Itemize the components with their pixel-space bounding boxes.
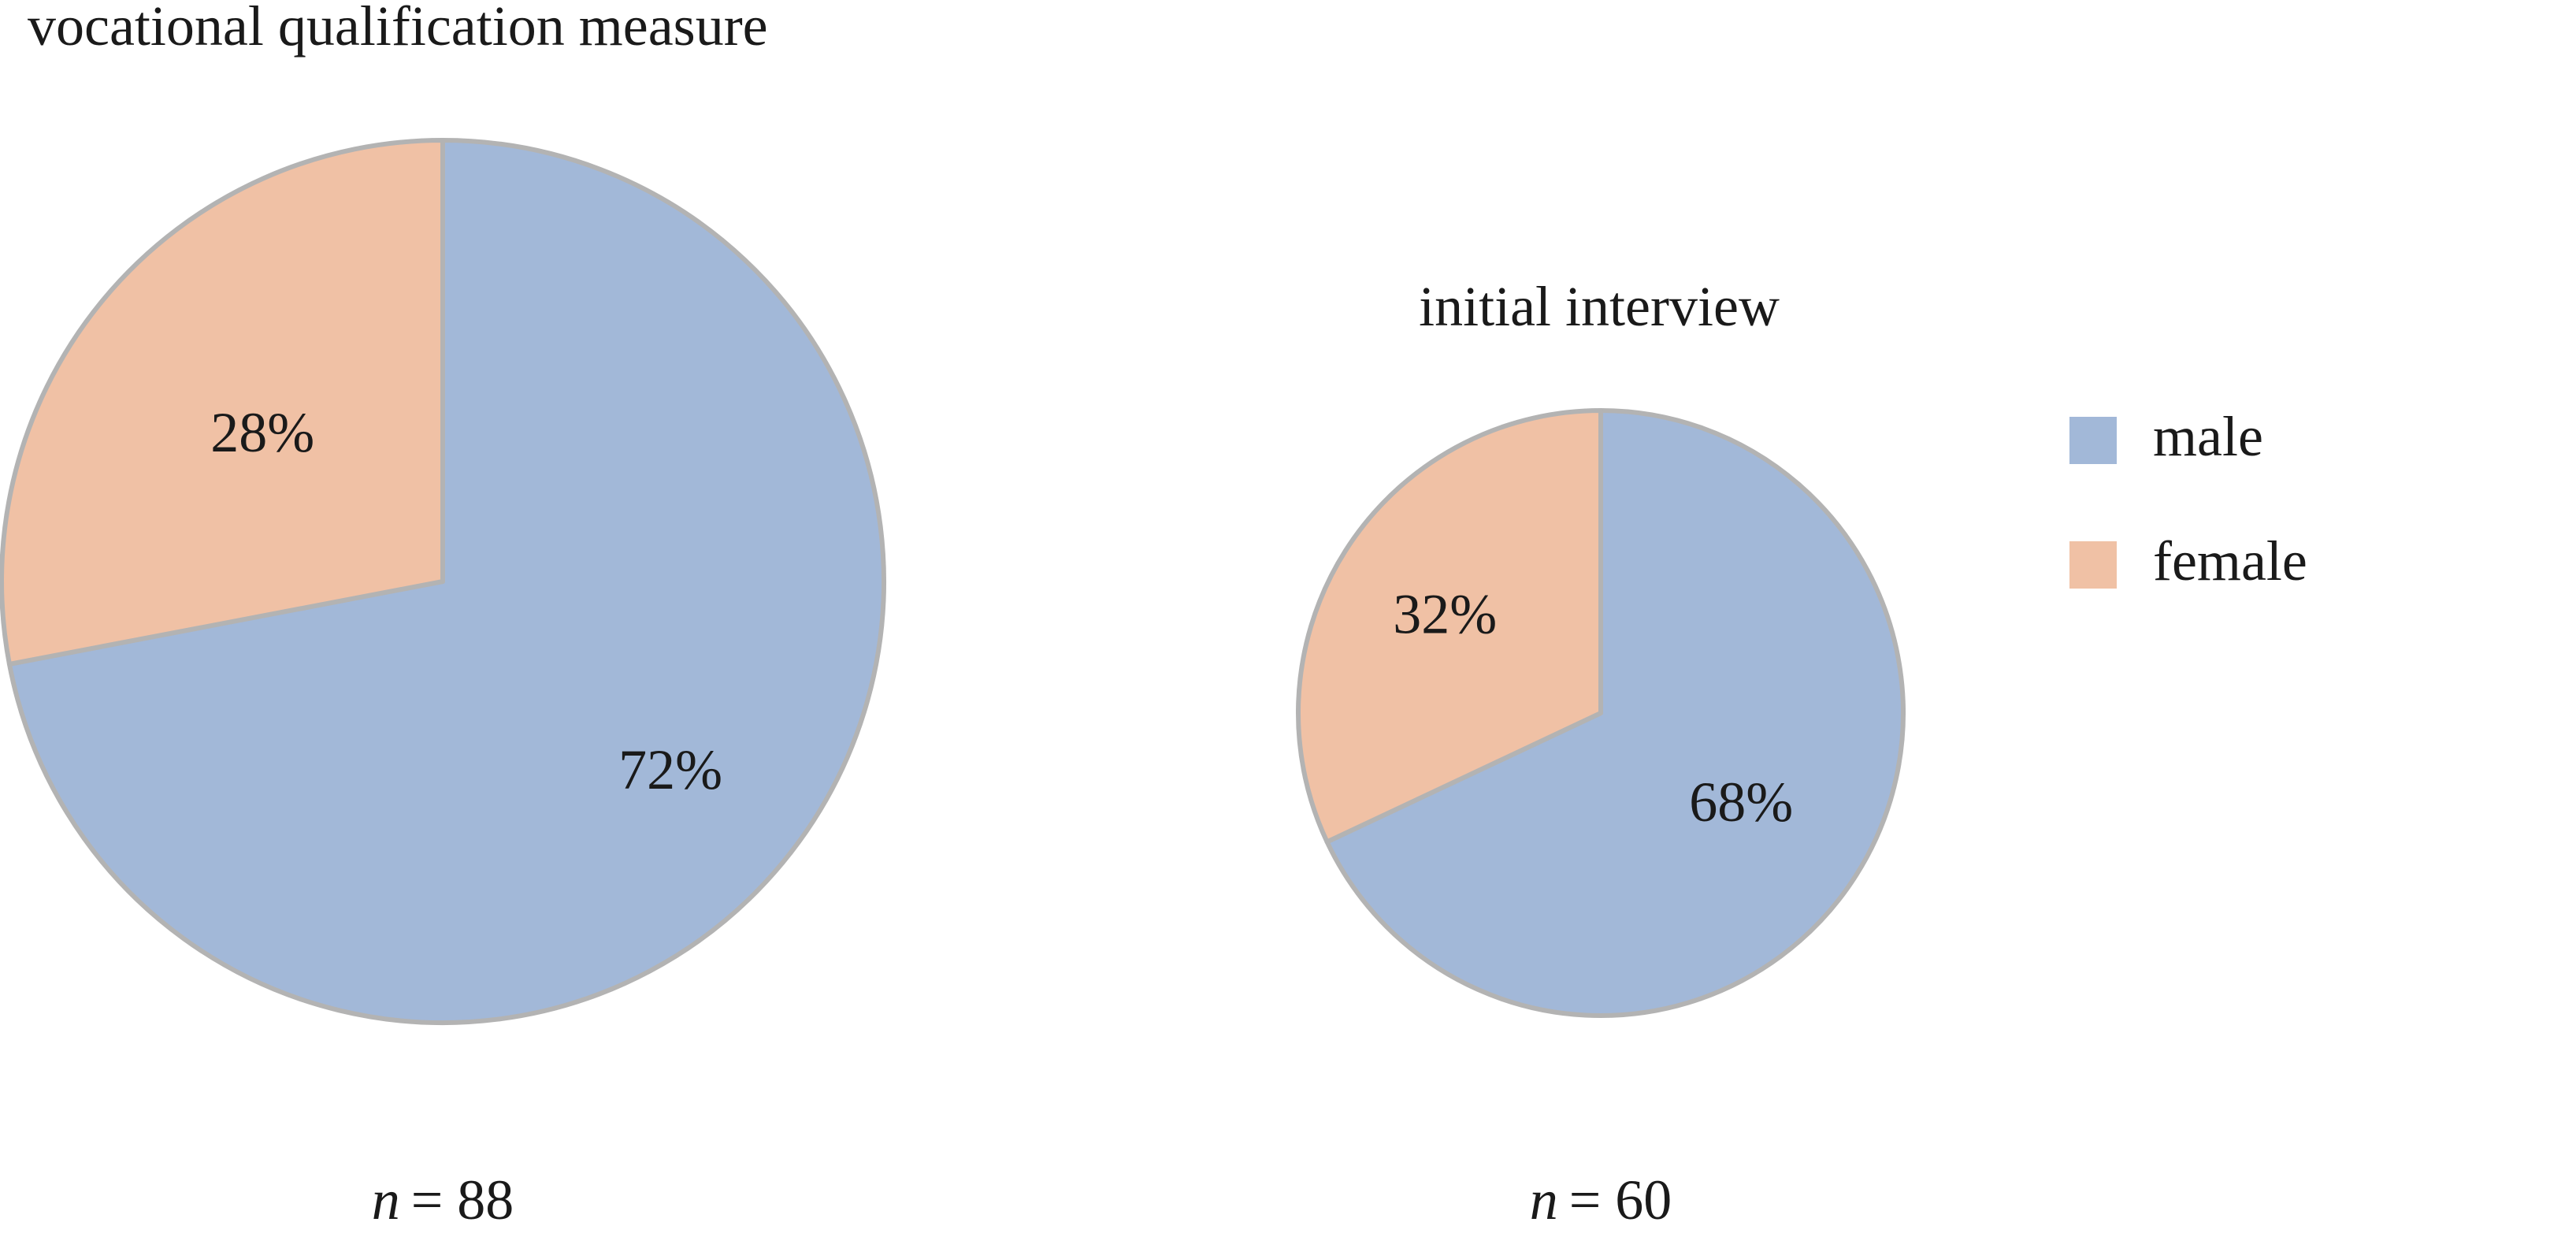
chart-title-initial-interview: initial interview [1419, 275, 1780, 338]
legend-label-female: female [2153, 529, 2307, 592]
pie-slice-female [0, 138, 445, 667]
slice-label-male: 72% [618, 738, 722, 801]
pie-labels-initial-interview: 68% 32% [1393, 583, 1793, 834]
pie-chart-initial-interview: initial interview 68% 32% n = 60 [1296, 275, 1906, 1231]
pie-slice-male [6, 138, 886, 1025]
pie-slices-vocational [0, 138, 886, 1025]
legend-item-male: male [2069, 405, 2263, 468]
slice-label-female: 32% [1393, 583, 1497, 646]
pie-chart-vocational: vocational qualification measure 72%28% … [0, 0, 886, 1231]
legend-swatch-male [2069, 417, 2117, 464]
n-label-prefix: n [1530, 1168, 1558, 1231]
pie-slice-male [1324, 408, 1906, 1018]
slice-label-male: 68% [1689, 771, 1793, 834]
n-label-value: = 88 [411, 1168, 514, 1231]
n-label-vocational: n = 88 [372, 1168, 514, 1231]
pie-slices-initial-interview [1296, 408, 1906, 1018]
legend-item-female: female [2069, 529, 2307, 592]
chart-title-vocational: vocational qualification measure [28, 0, 768, 58]
legend: male female [2069, 405, 2307, 592]
legend-label-male: male [2153, 405, 2263, 468]
pie-slice-female [1296, 408, 1603, 845]
n-label-value: = 60 [1569, 1168, 1672, 1231]
pie-labels-vocational: 72% 28% [210, 401, 722, 801]
legend-swatch-female [2069, 541, 2117, 589]
n-label-prefix: n [372, 1168, 400, 1231]
slice-label-female: 28% [210, 401, 314, 464]
n-label-initial-interview: n = 60 [1530, 1168, 1672, 1231]
